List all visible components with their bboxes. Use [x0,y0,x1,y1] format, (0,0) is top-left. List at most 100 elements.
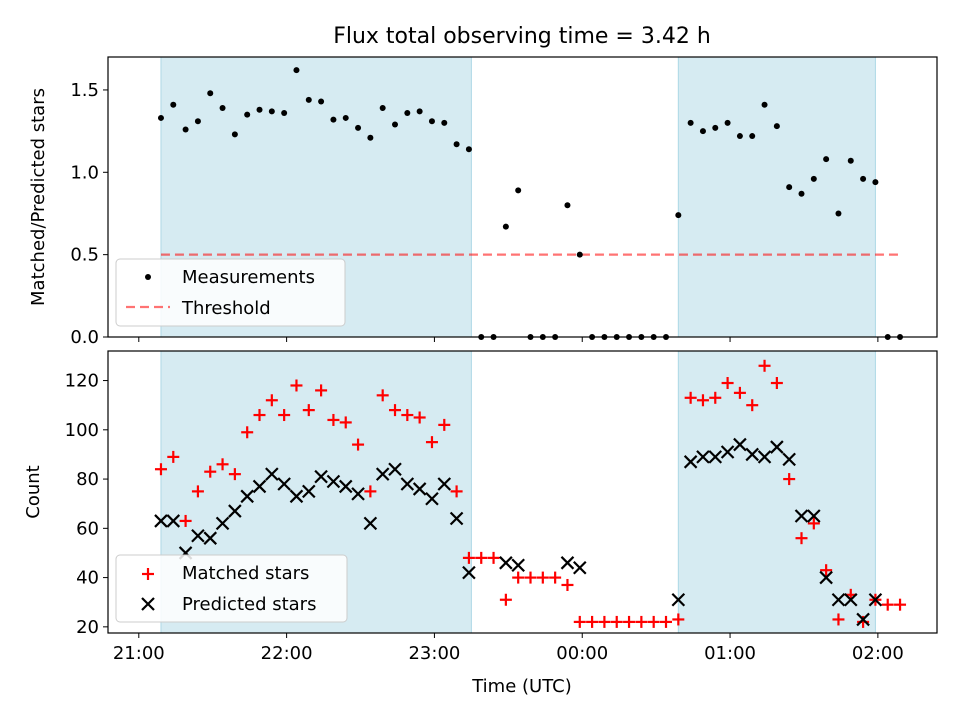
matched-star-marker [536,571,549,584]
predicted-star-marker [560,556,575,570]
predicted-star-marker [499,556,513,570]
predicted-star-marker [412,482,427,496]
legend-predicted-marker [141,597,155,611]
matched-star-marker [401,409,414,422]
legend-measurements-label: Measurements [182,267,315,288]
top-ytick-label: 0.0 [70,327,99,348]
matched-star-marker [746,399,759,412]
measurement-point [712,124,719,131]
matched-star-marker [758,359,771,372]
matched-star-marker [573,615,586,628]
matched-star-marker [462,551,475,564]
predicted-star-marker [351,487,365,501]
matched-star-marker [721,377,734,390]
bottom-ytick-label: 100 [65,420,99,441]
measurement-point [502,223,509,230]
matched-star-marker [524,571,537,584]
matched-star-marker [820,564,833,577]
matched-star-marker [487,551,500,564]
measurement-point [355,124,362,131]
predicted-star-marker [240,489,254,504]
matched-star-marker [684,391,697,404]
predicted-star-marker [289,489,304,504]
matched-star-marker [216,458,229,471]
top-legend: Measurements Threshold [115,258,346,327]
measurement-point [847,157,854,164]
bottom-panel: 20 40 60 80 100 120 21:00 22:00 23:00 00:00 01:00… [23,350,938,697]
matched-star-marker [512,571,525,584]
predicted-star-marker [770,440,784,454]
measurement-point [872,179,879,186]
matched-star-marker [278,409,291,422]
matched-star-marker [807,517,820,530]
predicted-star-marker [449,511,464,526]
predicted-star-marker [683,455,698,469]
measurement-point [244,111,251,118]
matched-star-marker [795,532,808,545]
measurement-point [798,190,805,197]
predicted-star-marker [696,450,710,464]
measurement-point [268,108,275,115]
matched-star-marker [660,615,673,628]
predicted-star-marker [708,450,723,464]
top-axes-frame [107,56,938,338]
top-shaded-interval [678,57,876,337]
measurement-point [786,184,793,191]
measurement-point [465,146,472,153]
matched-star-marker [770,377,783,390]
measurement-point [416,108,423,115]
predicted-star-marker [807,509,821,523]
measurement-point [392,121,399,128]
matched-star-marker [450,485,463,498]
matched-star-marker [241,426,254,439]
matched-star-marker [647,615,660,628]
matched-star-marker [154,463,167,476]
matched-star-marker [204,465,217,478]
legend-matched-marker [142,568,154,580]
bottom-ytick-label: 120 [65,371,99,392]
predicted-star-marker [277,477,291,491]
matched-star-marker [549,571,562,584]
matched-star-marker [610,615,623,628]
matched-star-marker [339,416,352,429]
measurement-point [157,114,164,121]
bottom-xtick-label: 23:00 [408,643,460,664]
bottom-axes-frame [107,350,938,634]
matched-star-marker [696,394,709,407]
matched-star-marker [635,615,648,628]
measurement-point [736,133,743,140]
matched-star-marker [672,613,685,626]
measurement-point [404,110,411,116]
measurement-point [453,141,460,148]
predicted-star-marker [228,504,242,518]
matched-star-marker [881,598,894,611]
x-axis-label: Time (UTC) [471,676,572,697]
matched-star-marker [179,514,192,527]
predicted-star-marker [843,592,858,607]
matched-star-marker [413,411,426,424]
matched-star-marker [425,436,438,449]
bottom-xtick-label: 01:00 [704,643,756,664]
measurement-point [194,118,201,125]
predicted-star-marker [856,612,870,627]
matched-star-marker [894,598,907,611]
matched-star-marker [389,404,402,417]
measurement-point [823,156,830,163]
predicted-star-marker [166,514,181,528]
predicted-star-marker [400,477,415,491]
measurement-point [724,119,731,126]
predicted-star-marker [425,491,439,506]
predicted-star-marker [203,531,218,545]
measurement-point [441,119,448,126]
matched-star-marker [783,473,796,486]
predicted-star-marker [302,484,316,499]
matched-star-marker [315,384,328,397]
bottom-ylabel: Count [23,465,44,518]
measurement-point [379,105,386,112]
measurement-point [231,131,238,138]
measurement-point [219,105,226,112]
top-ytick-label: 1.0 [70,162,99,183]
bottom-xtick-label: 21:00 [113,643,165,664]
predicted-star-marker [191,528,205,543]
predicted-star-marker [338,479,353,494]
